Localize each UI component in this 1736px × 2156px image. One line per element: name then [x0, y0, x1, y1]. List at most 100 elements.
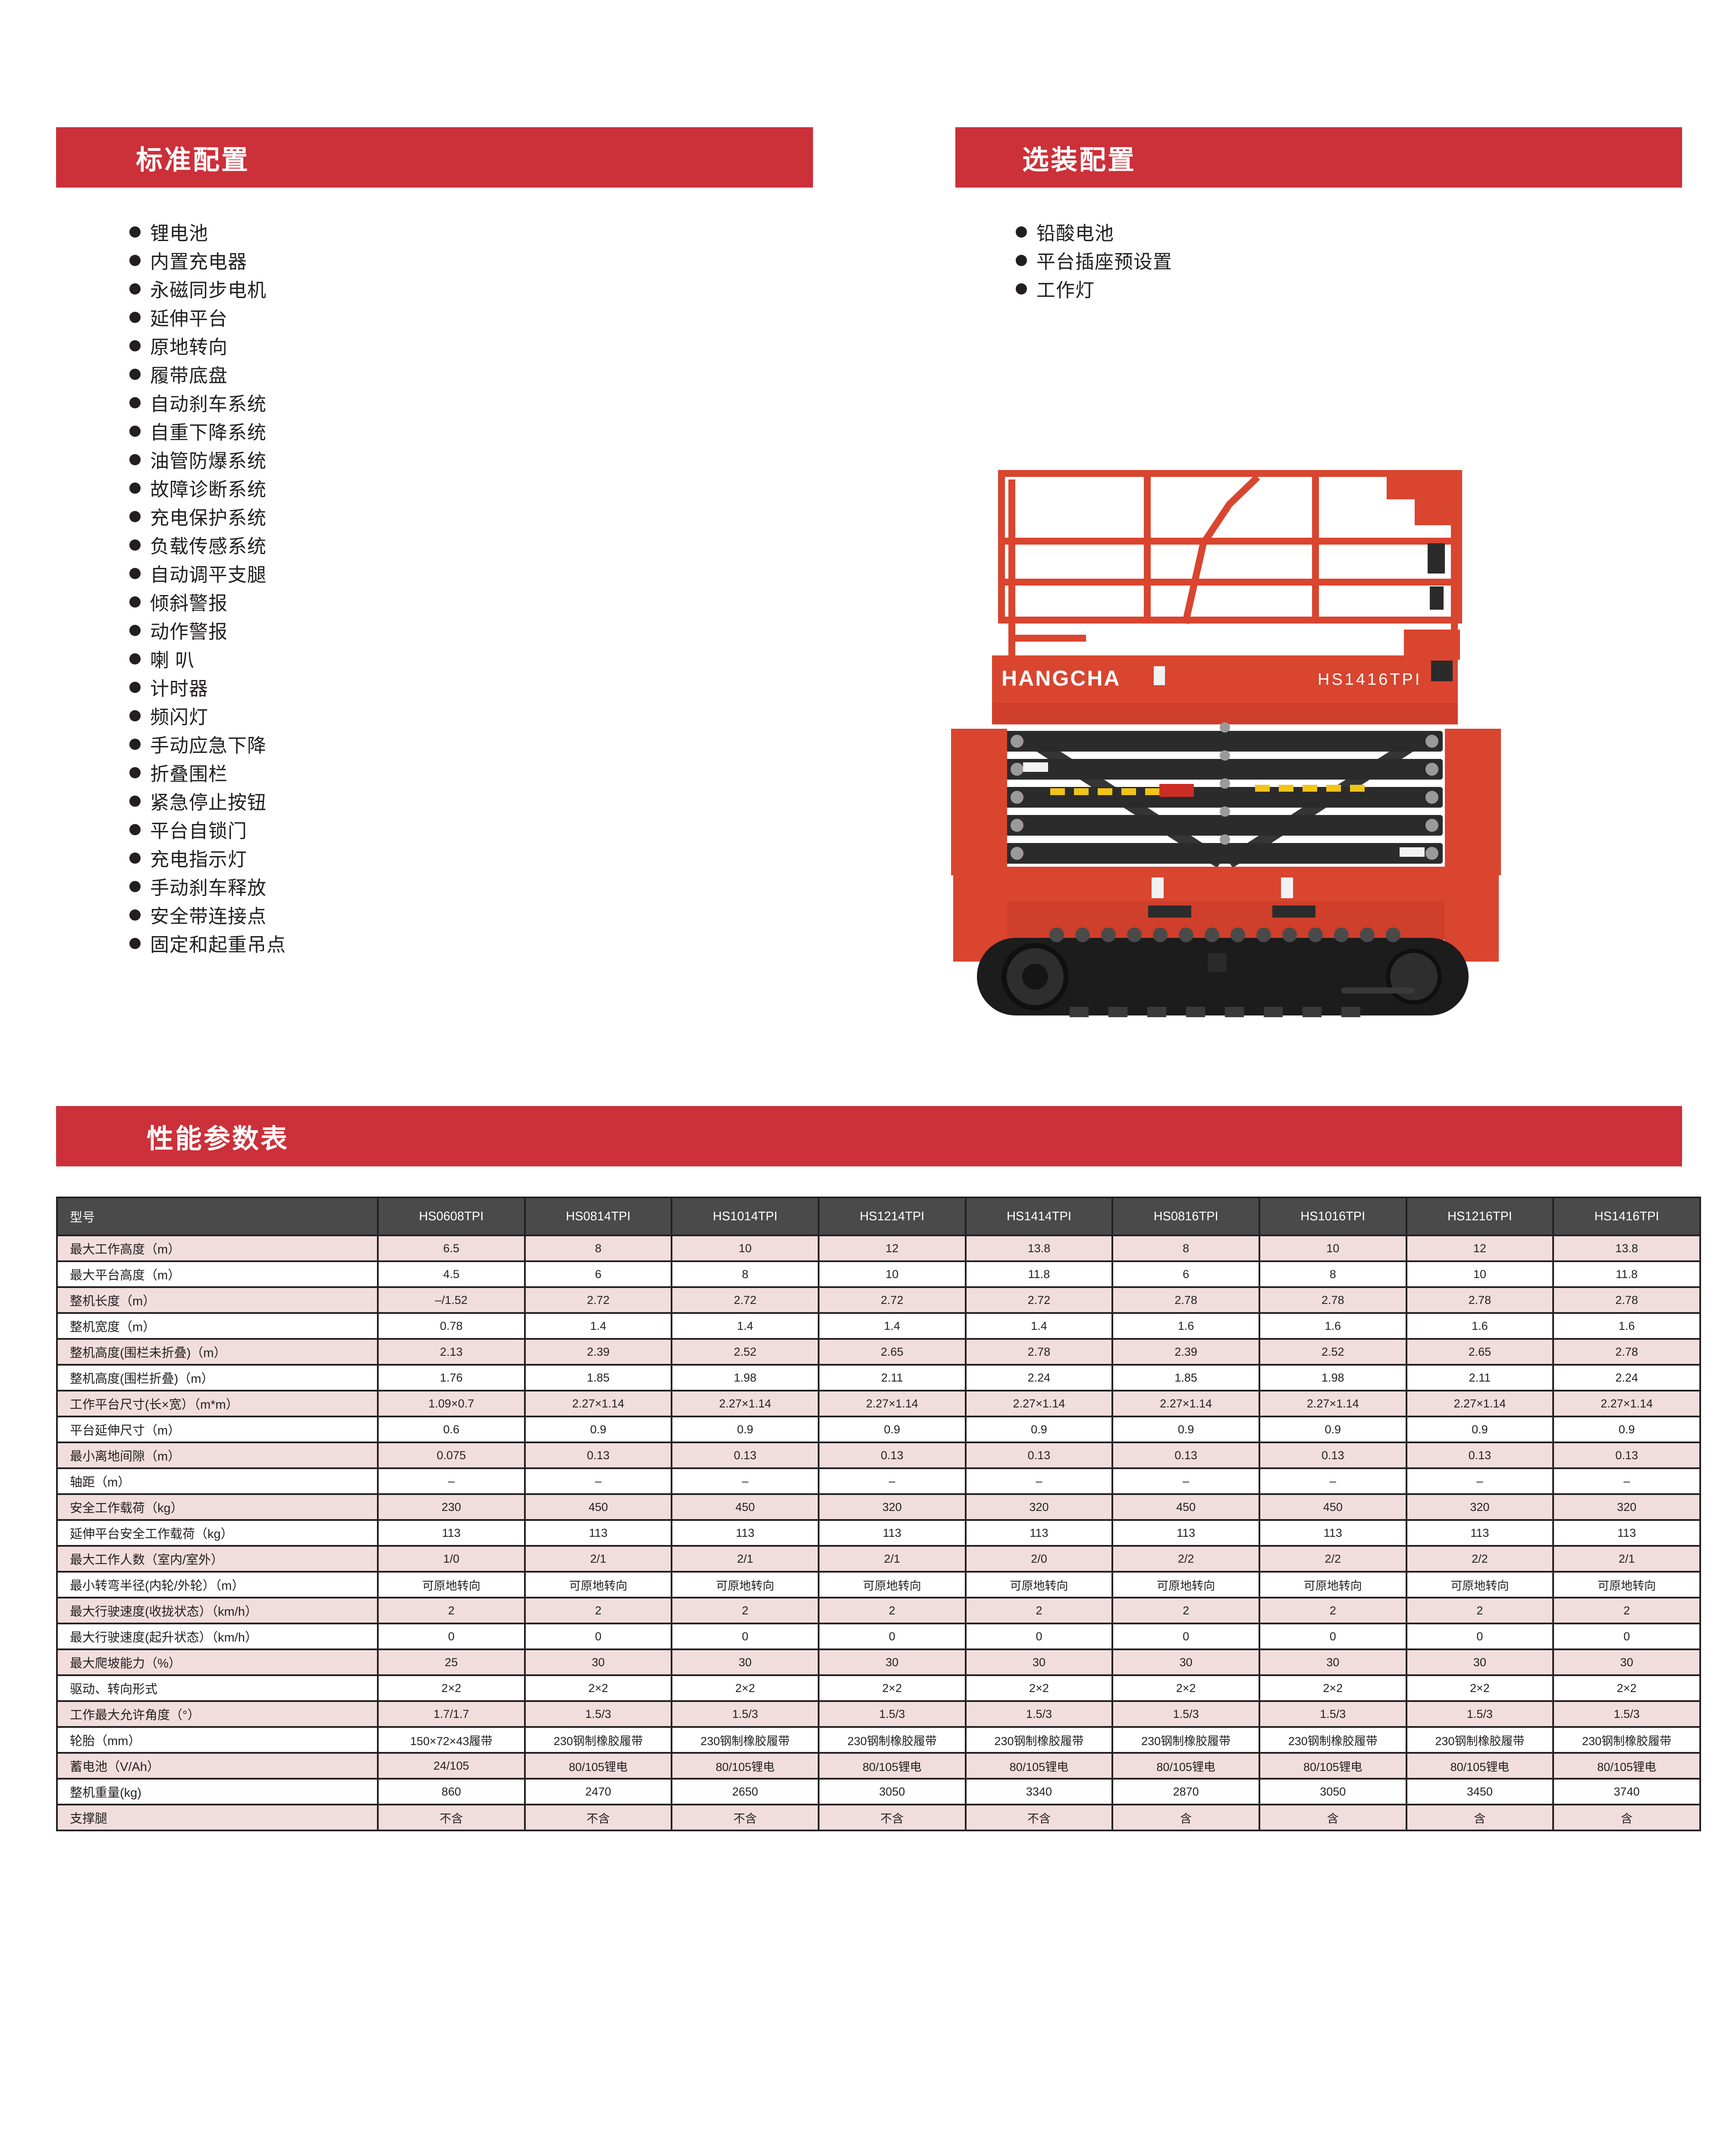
spec-cell: 2×2: [1113, 1676, 1259, 1700]
sections.standard-item: 计时器: [129, 680, 286, 708]
spec-table-row: 最小转弯半径(内轮/外轮）（m） 可原地转向 可原地转向 可原地转向 可原地转向 可原地转…: [58, 1573, 1699, 1597]
sections.optional-item: 工作灯: [1016, 281, 1172, 310]
spec-cell: 30: [1407, 1650, 1553, 1674]
scissor-lift-illustration: HANGCHA HS1416TPI: [927, 453, 1510, 1035]
sections.standard-item-label: 动作警报: [150, 621, 228, 642]
spec-cell: 2.24: [1554, 1366, 1699, 1390]
spec-cell: 可原地转向: [379, 1573, 524, 1597]
spec-cell: 可原地转向: [672, 1573, 818, 1597]
spec-cell: 0.13: [1407, 1443, 1553, 1467]
bullet-icon: [129, 255, 141, 266]
spec-table-row: 整机高度(围栏折叠)（m） 1.76 1.85 1.98 2.11 2.24 1.85 1.9…: [58, 1366, 1699, 1390]
spec-cell: 2650: [672, 1780, 818, 1804]
sections.standard-item-label: 负载传感系统: [150, 536, 267, 557]
sections.standard-item-label: 手动刹车释放: [150, 877, 267, 899]
spec-cell: 1.6: [1554, 1314, 1699, 1338]
spec-cell: 113: [1260, 1521, 1406, 1545]
spec-cell: –: [1113, 1469, 1259, 1493]
spec-table-row: 最大工作高度（m） 6.5 8 10 12 13.8 8 10 12 13.8: [58, 1236, 1699, 1260]
spec-cell: 1.7/1.7: [379, 1702, 524, 1726]
spec-table-row: 轴距（m） – – – – – – – – –: [58, 1469, 1699, 1493]
spec-cell: –: [525, 1469, 671, 1493]
spec-cell: 320: [966, 1495, 1112, 1519]
sections.standard-item-label: 手动应急下降: [150, 735, 267, 756]
spec-cell: 含: [1113, 1805, 1259, 1830]
sections.standard-item: 紧急停止按钮: [129, 793, 286, 822]
spec-cell: 13.8: [1554, 1236, 1699, 1260]
spec-cell: 30: [1260, 1650, 1406, 1674]
bullet-icon: [129, 881, 141, 892]
sections.standard-item-label: 喇 叭: [150, 650, 195, 671]
spec-table-head: 型号 HS0608TPI HS0814TPI HS1014TPI HS1214TPI H…: [58, 1198, 1699, 1235]
bullet-icon: [129, 909, 141, 921]
spec-cell: 2870: [1113, 1780, 1259, 1804]
spec-cell: 0: [1113, 1624, 1259, 1648]
spec-row-label: 安全工作载荷（kg）: [58, 1495, 377, 1519]
spec-cell: 1.5/3: [966, 1702, 1112, 1726]
spec-table-row: 轮胎（mm） 150×72×43履带 230钢制橡胶履带 230钢制橡胶履带 230钢制…: [58, 1728, 1699, 1752]
bullet-icon: [129, 226, 141, 238]
spec-cell: 2/1: [672, 1547, 818, 1571]
spec-table-row: 最大平台高度（m） 4.5 6 8 10 11.8 6 8 10 11.8: [58, 1262, 1699, 1286]
spec-cell: 0: [1554, 1624, 1699, 1648]
spec-table: 型号 HS0608TPI HS0814TPI HS1014TPI HS1214TPI H…: [56, 1197, 1701, 1831]
spec-row-label: 整机高度(围栏折叠)（m）: [58, 1366, 377, 1390]
spec-table-row: 工作最大允许角度（°） 1.7/1.7 1.5/3 1.5/3 1.5/3 1.5/3 1.…: [58, 1702, 1699, 1726]
spec-cell: 11.8: [1554, 1262, 1699, 1286]
sections.optional-item-label: 工作灯: [1036, 280, 1095, 301]
spec-cell: 230钢制橡胶履带: [1407, 1728, 1553, 1752]
spec-cell: 320: [1554, 1495, 1699, 1519]
bullet-icon: [129, 596, 141, 608]
spec-cell: –: [1260, 1469, 1406, 1493]
sections.standard-item-label: 安全带连接点: [150, 906, 267, 927]
spec-col-header: HS1014TPI: [672, 1198, 818, 1235]
spec-row-label: 延伸平台安全工作载荷（kg）: [58, 1521, 377, 1545]
sections.standard-item: 内置充电器: [129, 253, 286, 281]
spec-cell: 不含: [525, 1805, 671, 1830]
spec-cell: –: [966, 1469, 1112, 1493]
spec-cell: 2.13: [379, 1340, 524, 1364]
spec-cell: 80/105锂电: [1113, 1754, 1259, 1778]
spec-cell: 可原地转向: [1113, 1573, 1259, 1597]
bullet-icon: [129, 682, 141, 693]
sections.optional-item: 铅酸电池: [1016, 224, 1172, 253]
bullet-icon: [129, 625, 141, 636]
spec-table-row: 平台延伸尺寸（m） 0.6 0.9 0.9 0.9 0.9 0.9 0.9 0.9 0.9: [58, 1417, 1699, 1442]
sections.standard-item: 自动刹车系统: [129, 395, 286, 423]
spec-table-row: 整机宽度（m） 0.78 1.4 1.4 1.4 1.4 1.6 1.6 1.6 1.6: [58, 1314, 1699, 1338]
spec-cell: 1.85: [525, 1366, 671, 1390]
spec-cell: 1.5/3: [1113, 1702, 1259, 1726]
product-photo: HANGCHA HS1416TPI: [927, 453, 1510, 1035]
spec-cell: 450: [525, 1495, 671, 1519]
spec-cell: 1.76: [379, 1366, 524, 1390]
spec-cell: 3050: [819, 1780, 965, 1804]
sections.standard-item-label: 倾斜警报: [150, 593, 228, 614]
spec-row-label: 最大爬坡能力（%）: [58, 1650, 377, 1674]
spec-cell: 含: [1554, 1805, 1699, 1830]
spec-cell: 1.5/3: [819, 1702, 965, 1726]
sections.standard-item: 负载传感系统: [129, 537, 286, 566]
spec-cell: 113: [1407, 1521, 1553, 1545]
spec-cell: 2470: [525, 1780, 671, 1804]
spec-col-header: HS1216TPI: [1407, 1198, 1553, 1235]
spec-cell: 可原地转向: [1260, 1573, 1406, 1597]
sections.standard-item: 油管防爆系统: [129, 452, 286, 480]
spec-table-header: 性能参数表: [56, 1106, 1682, 1166]
bullet-icon: [1016, 255, 1027, 266]
bullet-icon: [129, 767, 141, 778]
spec-cell: 2: [1554, 1598, 1699, 1623]
optional-config-header: 选装配置: [955, 127, 1682, 188]
spec-cell: 可原地转向: [1407, 1573, 1553, 1597]
spec-cell: 2: [1407, 1598, 1553, 1623]
spec-cell: 2/2: [1260, 1547, 1406, 1571]
spec-table-row: 整机重量(kg) 860 2470 2650 3050 3340 2870 3050 3450 3…: [58, 1780, 1699, 1804]
spec-cell: 30: [1554, 1650, 1699, 1674]
spec-cell: 1.5/3: [1407, 1702, 1553, 1726]
spec-col-model-label: 型号: [58, 1198, 377, 1235]
spec-cell: 0.9: [1113, 1417, 1259, 1442]
spec-cell: 2: [966, 1598, 1112, 1623]
spec-cell: 0: [379, 1624, 524, 1648]
spec-cell: 10: [1407, 1262, 1553, 1286]
spec-cell: 2.72: [819, 1288, 965, 1312]
bullet-icon: [1016, 283, 1027, 295]
